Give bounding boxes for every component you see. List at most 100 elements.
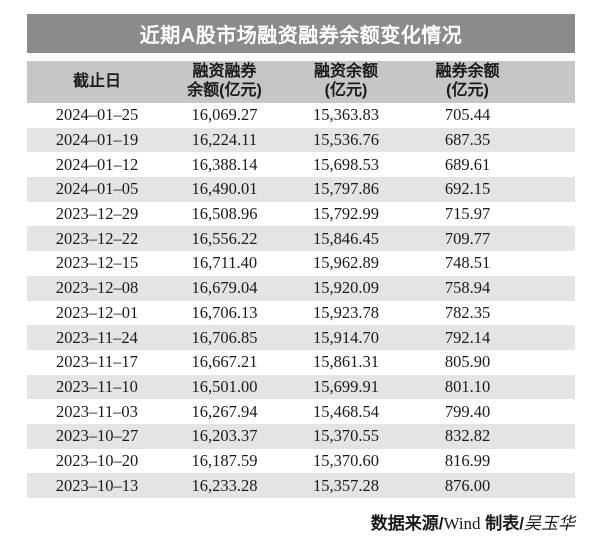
date-cell: 2023–11–17 [56, 352, 138, 372]
date-cell: 2023–10–27 [55, 426, 139, 446]
margin-total-cell: 16,501.00 [191, 376, 258, 396]
securities-lending-cell: 799.40 [444, 401, 491, 421]
securities-lending-cell: 692.15 [444, 179, 491, 199]
col-header-margin-total: 融资融券 余额(亿元) [167, 61, 282, 103]
table-header: 截止日 融资融券 余额(亿元) 融资余额 (亿元) 融券余额 (亿元) [27, 61, 575, 103]
data-source-value: Wind [443, 514, 481, 533]
securities-lending-cell: 801.10 [444, 376, 491, 396]
securities-lending-cell: 805.90 [444, 352, 491, 372]
margin-total-cell: 16,267.94 [191, 401, 258, 421]
col-header-financing-line1: 融资余额 [313, 63, 378, 81]
securities-lending-cell: 792.14 [444, 327, 491, 347]
col-header-date: 截止日 [27, 61, 167, 103]
margin-balance-table-graphic: 近期A股市场融资融券余额变化情况 截止日 融资融券 余额(亿元) 融资余额 (亿… [27, 14, 575, 534]
financing-cell: 15,468.54 [313, 401, 379, 421]
financing-cell: 15,962.89 [313, 253, 379, 273]
col-header-date-label: 截止日 [72, 72, 121, 90]
col-header-margin-total-line2: 余额(亿元) [187, 82, 262, 99]
col-header-securities-lending-line1: 融券余额 [435, 63, 500, 81]
financing-cell: 15,861.31 [313, 352, 379, 372]
margin-total-cell: 16,233.28 [191, 475, 258, 495]
date-cell: 2023–10–13 [55, 475, 139, 495]
date-cell: 2023–12–22 [55, 228, 139, 248]
table-row: 2024–01–25 16,069.27 15,363.83 705.44 [27, 103, 575, 128]
margin-total-cell: 16,069.27 [191, 105, 258, 125]
financing-cell: 15,846.45 [313, 228, 379, 248]
table-row: 2023–10–13 16,233.28 15,357.28 876.00 [27, 473, 575, 498]
securities-lending-cell: 689.61 [444, 154, 491, 174]
table-title-bar: 近期A股市场融资融券余额变化情况 [27, 14, 575, 53]
table-row: 2023–12–01 16,706.13 15,923.78 782.35 [27, 301, 575, 326]
table-maker-name: 吴玉华 [524, 514, 575, 533]
date-cell: 2023–11–03 [56, 401, 138, 421]
date-cell: 2024–01–05 [55, 179, 139, 199]
securities-lending-cell: 709.77 [444, 228, 491, 248]
col-header-financing: 融资余额 (亿元) [282, 61, 410, 103]
table-row: 2023–11–17 16,667.21 15,861.31 805.90 [27, 350, 575, 375]
table-row: 2023–11–10 16,501.00 15,699.91 801.10 [27, 374, 575, 400]
date-cell: 2023–11–24 [56, 327, 138, 347]
securities-lending-cell: 758.94 [444, 278, 491, 298]
table-row: 2023–12–08 16,679.04 15,920.09 758.94 [27, 275, 575, 301]
table-row: 2023–10–20 16,187.59 15,370.60 816.99 [27, 449, 575, 474]
date-cell: 2023–12–01 [55, 302, 139, 322]
source-credit: 数据来源/Wind 制表/吴玉华 [27, 509, 575, 534]
financing-cell: 15,914.70 [313, 327, 379, 347]
date-cell: 2023–12–29 [55, 204, 139, 224]
financing-cell: 15,698.53 [313, 154, 379, 174]
table-row: 2024–01–19 16,224.11 15,536.76 687.35 [27, 127, 575, 153]
securities-lending-cell: 876.00 [444, 475, 491, 495]
margin-total-cell: 16,667.21 [191, 352, 258, 372]
financing-cell: 15,536.76 [313, 130, 379, 150]
financing-cell: 15,699.91 [313, 376, 379, 396]
financing-cell: 15,357.28 [313, 475, 379, 495]
financing-cell: 15,920.09 [313, 278, 379, 298]
financing-cell: 15,370.60 [313, 450, 379, 470]
table-row: 2023–10–27 16,203.37 15,370.55 832.82 [27, 423, 575, 449]
table-row: 2023–12–22 16,556.22 15,846.45 709.77 [27, 226, 575, 252]
margin-total-cell: 16,706.13 [191, 302, 258, 322]
col-header-margin-total-line1: 融资融券 [192, 63, 257, 81]
securities-lending-cell: 715.97 [444, 204, 491, 224]
margin-balance-table: 截止日 融资融券 余额(亿元) 融资余额 (亿元) 融券余额 (亿元) 2024… [27, 61, 575, 498]
data-source-label: 数据来源/ [370, 514, 444, 533]
date-cell: 2024–01–12 [55, 154, 139, 174]
table-body: 2024–01–25 16,069.27 15,363.83 705.44 2024–0… [27, 103, 575, 498]
margin-total-cell: 16,490.01 [191, 179, 258, 199]
securities-lending-cell: 687.35 [444, 130, 491, 150]
margin-total-cell: 16,388.14 [191, 154, 258, 174]
margin-total-cell: 16,203.37 [191, 426, 258, 446]
margin-total-cell: 16,556.22 [191, 228, 258, 248]
date-cell: 2023–12–15 [55, 253, 139, 273]
financing-cell: 15,370.55 [313, 426, 379, 446]
financing-cell: 15,792.99 [313, 204, 379, 224]
date-cell: 2023–11–10 [56, 376, 138, 396]
margin-total-cell: 16,711.40 [191, 253, 258, 273]
table-maker-label: 制表/ [480, 514, 524, 533]
date-cell: 2024–01–25 [55, 105, 139, 125]
table-row: 2024–01–05 16,490.01 15,797.86 692.15 [27, 177, 575, 202]
date-cell: 2023–12–08 [55, 278, 139, 298]
securities-lending-cell: 705.44 [444, 105, 491, 125]
margin-total-cell: 16,508.96 [191, 204, 258, 224]
securities-lending-cell: 748.51 [444, 253, 491, 273]
table-row: 2023–12–29 16,508.96 15,792.99 715.97 [27, 202, 575, 227]
col-header-financing-line2: (亿元) [324, 82, 368, 99]
margin-total-cell: 16,187.59 [191, 450, 258, 470]
table-title: 近期A股市场融资融券余额变化情况 [139, 25, 463, 47]
header-row: 截止日 融资融券 余额(亿元) 融资余额 (亿元) 融券余额 (亿元) [27, 61, 575, 103]
table-row: 2023–11–03 16,267.94 15,468.54 799.40 [27, 399, 575, 424]
date-cell: 2024–01–19 [55, 130, 139, 150]
table-row: 2023–11–24 16,706.85 15,914.70 792.14 [27, 325, 575, 350]
table-row: 2024–01–12 16,388.14 15,698.53 689.61 [27, 152, 575, 177]
financing-cell: 15,797.86 [313, 179, 379, 199]
table-row: 2023–12–15 16,711.40 15,962.89 748.51 [27, 251, 575, 276]
margin-total-cell: 16,679.04 [191, 278, 258, 298]
securities-lending-cell: 832.82 [444, 426, 491, 446]
date-cell: 2023–10–20 [55, 450, 139, 470]
securities-lending-cell: 816.99 [444, 450, 491, 470]
margin-total-cell: 16,224.11 [191, 130, 258, 150]
col-header-securities-lending-line2: (亿元) [446, 82, 489, 99]
col-header-securities-lending: 融券余额 (亿元) [410, 61, 575, 103]
margin-total-cell: 16,706.85 [191, 327, 258, 347]
